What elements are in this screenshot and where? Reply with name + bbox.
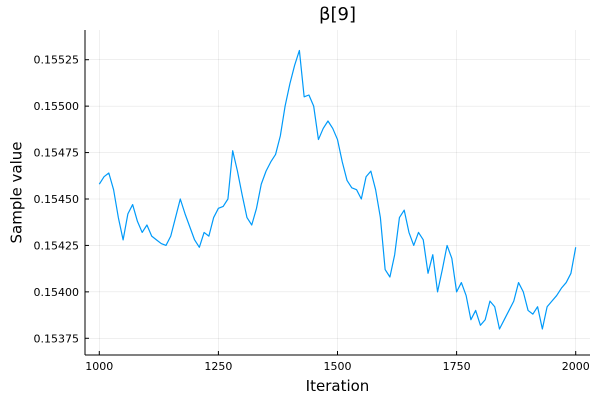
x-tick-label: 1000 — [85, 360, 113, 373]
y-tick-label: 0.15450 — [34, 193, 80, 206]
series-layer — [98, 49, 577, 330]
y-tick-label: 0.15375 — [34, 332, 80, 345]
y-tick-label: 0.15400 — [34, 286, 80, 299]
y-axis-ticks: 0.15375 0.15400 0.15425 0.15450 0.15475 0.155… — [34, 54, 89, 345]
y-tick-label: 0.15500 — [34, 100, 80, 113]
x-tick-label: 2000 — [562, 360, 590, 373]
y-gridlines — [85, 59, 590, 339]
x-tick-label: 1500 — [324, 360, 352, 373]
y-tick-label: 0.15425 — [34, 239, 80, 252]
x-tick-label: 1750 — [443, 360, 471, 373]
x-gridlines — [98, 30, 577, 355]
y-axis-title: Sample value — [7, 142, 25, 244]
chart-title: β[9] — [319, 4, 356, 25]
x-axis-ticks: 1000 1250 1500 1750 2000 — [85, 351, 590, 373]
y-tick-label: 0.15525 — [34, 54, 80, 67]
series-line — [98, 49, 577, 330]
x-axis-title: Iteration — [306, 377, 370, 395]
x-tick-label: 1250 — [204, 360, 232, 373]
y-tick-label: 0.15475 — [34, 147, 80, 160]
